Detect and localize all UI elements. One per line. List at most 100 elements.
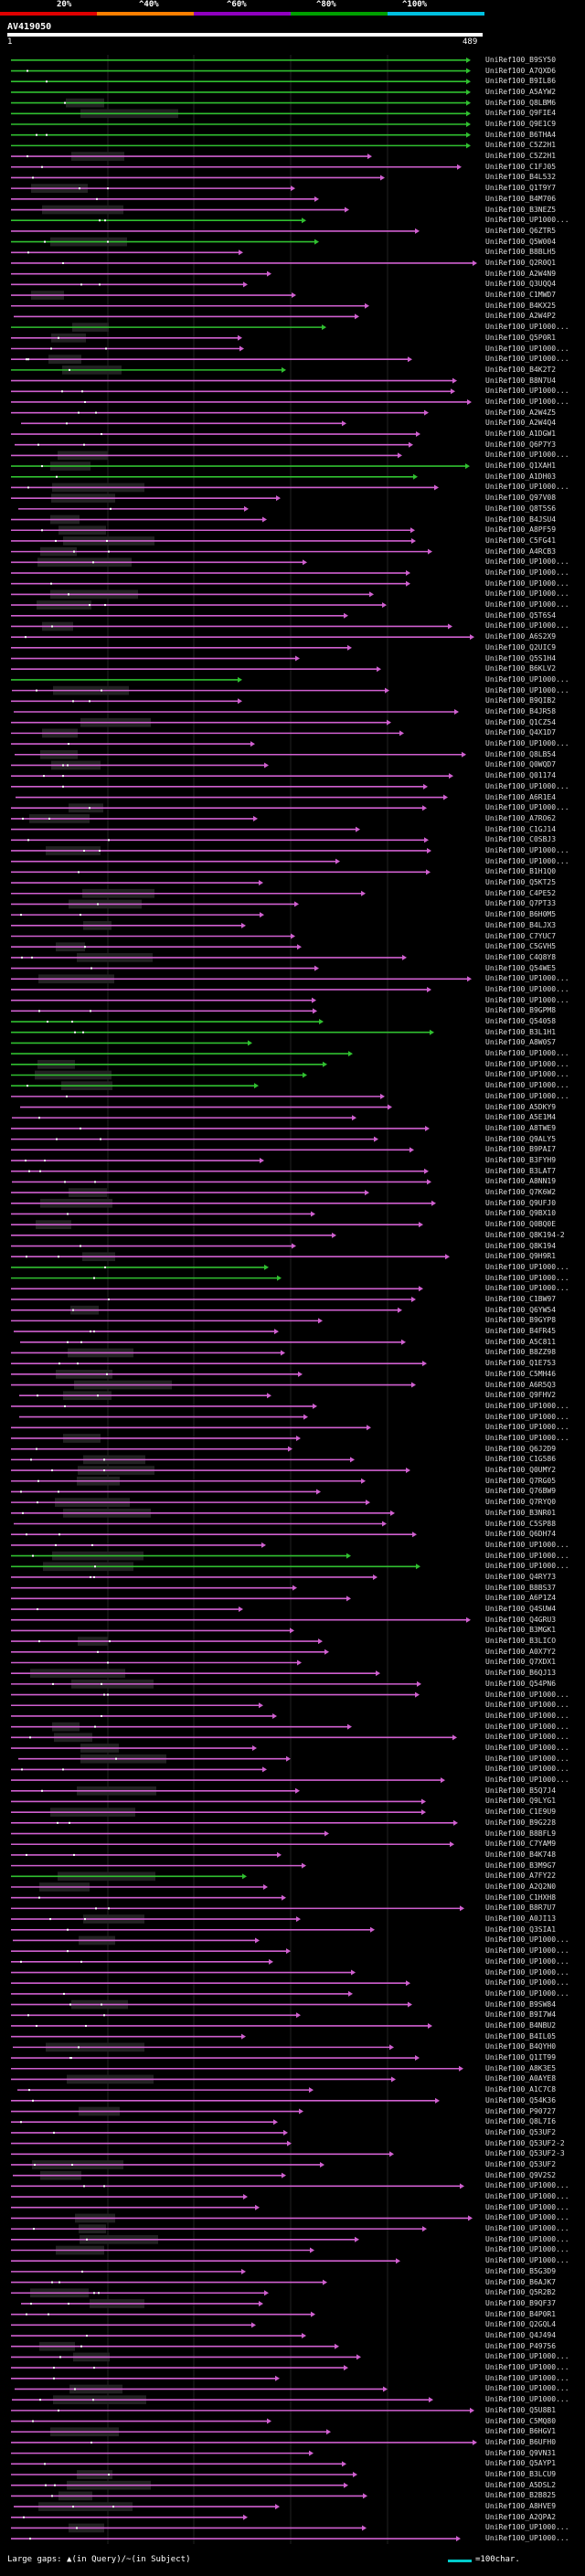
hit-label[interactable]: UniRef100_Q9H9R1 bbox=[485, 1252, 557, 1261]
hit-label[interactable]: UniRef100_Q54058 bbox=[485, 1017, 557, 1026]
hit-label[interactable]: UniRef100_Q54WE5 bbox=[485, 963, 557, 972]
hit-label[interactable]: UniRef100_UP1000... bbox=[485, 2534, 569, 2543]
hit-label[interactable]: UniRef100_Q8L7I6 bbox=[485, 2117, 557, 2126]
hit-label[interactable]: UniRef100_A7QXD6 bbox=[485, 66, 557, 75]
hit-label[interactable]: UniRef100_UP1000... bbox=[485, 2192, 569, 2201]
hit-label[interactable]: UniRef100_UP1000... bbox=[485, 1412, 569, 1421]
hit-label[interactable]: UniRef100_B6UFH0 bbox=[485, 2437, 557, 2446]
hit-label[interactable]: UniRef100_Q7PT33 bbox=[485, 899, 557, 908]
hit-label[interactable]: UniRef100_Q4X1D7 bbox=[485, 728, 557, 737]
hit-label[interactable]: UniRef100_UP1000... bbox=[485, 1262, 569, 1271]
hit-label[interactable]: UniRef100_C4Q8Y8 bbox=[485, 952, 557, 961]
hit-label[interactable]: UniRef100_Q6P7Y3 bbox=[485, 440, 557, 449]
hit-label[interactable]: UniRef100_B3FYH9 bbox=[485, 1156, 557, 1165]
hit-label[interactable]: UniRef100_A6P1Z4 bbox=[485, 1594, 557, 1603]
hit-label[interactable]: UniRef100_A0AYE8 bbox=[485, 2074, 557, 2083]
hit-label[interactable]: UniRef100_B6QJ13 bbox=[485, 1669, 557, 1678]
hit-label[interactable]: UniRef100_UP1000... bbox=[485, 1988, 569, 1998]
hit-label[interactable]: UniRef100_UP1000... bbox=[485, 1744, 569, 1753]
hit-label[interactable]: UniRef100_UP1000... bbox=[485, 1540, 569, 1549]
hit-label[interactable]: UniRef100_UP1000... bbox=[485, 397, 569, 406]
hit-label[interactable]: UniRef100_UP1000... bbox=[485, 344, 569, 353]
hit-label[interactable]: UniRef100_B4NBU2 bbox=[485, 2020, 557, 2030]
hit-label[interactable]: UniRef100_Q9E1C9 bbox=[485, 119, 557, 128]
hit-label[interactable]: UniRef100_B3M9G7 bbox=[485, 1860, 557, 1870]
hit-label[interactable]: UniRef100_UP1000... bbox=[485, 974, 569, 983]
hit-label[interactable]: UniRef100_B9SY50 bbox=[485, 55, 557, 64]
hit-label[interactable]: UniRef100_UP1000... bbox=[485, 1978, 569, 1988]
hit-label[interactable]: UniRef100_A8K3E5 bbox=[485, 2063, 557, 2072]
hit-label[interactable]: UniRef100_UP1000... bbox=[485, 1701, 569, 1710]
hit-label[interactable]: UniRef100_B4K2T2 bbox=[485, 365, 557, 374]
hit-label[interactable]: UniRef100_B4K748 bbox=[485, 1850, 557, 1859]
hit-label[interactable]: UniRef100_A8NN19 bbox=[485, 1177, 557, 1186]
hit-label[interactable]: UniRef100_Q1CZ54 bbox=[485, 717, 557, 726]
hit-label[interactable]: UniRef100_P49756 bbox=[485, 2341, 557, 2350]
hit-label[interactable]: UniRef100_UP1000... bbox=[485, 2373, 569, 2382]
hit-label[interactable]: UniRef100_B3NEZ5 bbox=[485, 205, 557, 214]
hit-label[interactable]: UniRef100_B4JR58 bbox=[485, 706, 557, 716]
hit-label[interactable]: UniRef100_Q6J2D9 bbox=[485, 1444, 557, 1453]
hit-label[interactable]: UniRef100_Q01174 bbox=[485, 771, 557, 780]
hit-label[interactable]: UniRef100_UP1000... bbox=[485, 739, 569, 748]
hit-label[interactable]: UniRef100_C7YAM9 bbox=[485, 1839, 557, 1849]
hit-label[interactable]: UniRef100_UP1000... bbox=[485, 856, 569, 865]
hit-label[interactable]: UniRef100_A2W4N9 bbox=[485, 269, 557, 278]
hit-label[interactable]: UniRef100_UP1000... bbox=[485, 1433, 569, 1442]
hit-label[interactable]: UniRef100_B8ZZ98 bbox=[485, 1348, 557, 1357]
hit-label[interactable]: UniRef100_Q9BX10 bbox=[485, 1209, 557, 1218]
hit-label[interactable]: UniRef100_UP1000... bbox=[485, 1070, 569, 1079]
hit-label[interactable]: UniRef100_B3LAT7 bbox=[485, 1166, 557, 1175]
hit-label[interactable]: UniRef100_B6AJK7 bbox=[485, 2277, 557, 2286]
hit-label[interactable]: UniRef100_B8N7U4 bbox=[485, 376, 557, 385]
hit-label[interactable]: UniRef100_Q0BQ0E bbox=[485, 1220, 557, 1229]
hit-label[interactable]: UniRef100_A1C7C8 bbox=[485, 2085, 557, 2094]
hit-label[interactable]: UniRef100_B4M706 bbox=[485, 194, 557, 203]
hit-label[interactable]: UniRef100_UP1000... bbox=[485, 451, 569, 460]
hit-label[interactable]: UniRef100_UP1000... bbox=[485, 323, 569, 332]
hit-label[interactable]: UniRef100_Q7XDX1 bbox=[485, 1658, 557, 1667]
hit-label[interactable]: UniRef100_Q6DH74 bbox=[485, 1530, 557, 1539]
hit-label[interactable]: UniRef100_C5Z2H1 bbox=[485, 152, 557, 161]
hit-label[interactable]: UniRef100_B3NR01 bbox=[485, 1508, 557, 1517]
hit-label[interactable]: UniRef100_Q54K36 bbox=[485, 2095, 557, 2104]
hit-label[interactable]: UniRef100_C1G586 bbox=[485, 1455, 557, 1464]
hit-label[interactable]: UniRef100_B1H1Q0 bbox=[485, 867, 557, 876]
hit-label[interactable]: UniRef100_UP1000... bbox=[485, 557, 569, 567]
hit-label[interactable]: UniRef100_A5E1M4 bbox=[485, 1113, 557, 1122]
hit-label[interactable]: UniRef100_UP1000... bbox=[485, 1049, 569, 1058]
hit-label[interactable]: UniRef100_A6R5Q3 bbox=[485, 1380, 557, 1389]
hit-label[interactable]: UniRef100_C0SBJ3 bbox=[485, 835, 557, 844]
hit-label[interactable]: UniRef100_B3LCU9 bbox=[485, 2470, 557, 2478]
hit-label[interactable]: UniRef100_B4QYH0 bbox=[485, 2042, 557, 2051]
hit-label[interactable]: UniRef100_Q6ZTR5 bbox=[485, 226, 557, 235]
hit-label[interactable]: UniRef100_B6KLV2 bbox=[485, 664, 557, 673]
hit-label[interactable]: UniRef100_UP1000... bbox=[485, 1273, 569, 1282]
hit-label[interactable]: UniRef100_UP1000... bbox=[485, 674, 569, 684]
hit-label[interactable]: UniRef100_B3LICO bbox=[485, 1637, 557, 1646]
hit-label[interactable]: UniRef100_Q2R0Q1 bbox=[485, 258, 557, 267]
hit-label[interactable]: UniRef100_B9QIB2 bbox=[485, 696, 557, 705]
hit-label[interactable]: UniRef100_Q1T9Y7 bbox=[485, 184, 557, 193]
hit-label[interactable]: UniRef100_Q5KT25 bbox=[485, 878, 557, 887]
hit-label[interactable]: UniRef100_UP1000... bbox=[485, 1776, 569, 1785]
hit-label[interactable]: UniRef100_B4P0R1 bbox=[485, 2309, 557, 2318]
hit-label[interactable]: UniRef100_Q9LYG1 bbox=[485, 1797, 557, 1806]
hit-label[interactable]: UniRef100_A7RO62 bbox=[485, 813, 557, 822]
hit-label[interactable]: UniRef100_Q53UF2-2 bbox=[485, 2138, 565, 2147]
hit-label[interactable]: UniRef100_UP1000... bbox=[485, 984, 569, 993]
hit-label[interactable]: UniRef100_UP1000... bbox=[485, 355, 569, 364]
hit-label[interactable]: UniRef100_UP1000... bbox=[485, 1935, 569, 1945]
hit-label[interactable]: UniRef100_Q9FIE4 bbox=[485, 109, 557, 118]
hit-label[interactable]: UniRef100_B4L532 bbox=[485, 173, 557, 182]
hit-label[interactable]: UniRef100_Q4SUW4 bbox=[485, 1605, 557, 1614]
hit-label[interactable]: UniRef100_Q8K194 bbox=[485, 1241, 557, 1250]
hit-label[interactable]: UniRef100_UP1000... bbox=[485, 1711, 569, 1720]
hit-label[interactable]: UniRef100_UP1000... bbox=[485, 2256, 569, 2265]
hit-label[interactable]: UniRef100_UP1000... bbox=[485, 387, 569, 396]
hit-label[interactable]: UniRef100_Q5W004 bbox=[485, 237, 557, 246]
hit-label[interactable]: UniRef100_UP1000... bbox=[485, 2384, 569, 2393]
hit-label[interactable]: UniRef100_Q97V08 bbox=[485, 493, 557, 503]
hit-label[interactable]: UniRef100_Q6YW54 bbox=[485, 1305, 557, 1314]
hit-label[interactable]: UniRef100_Q8K194-2 bbox=[485, 1230, 565, 1239]
